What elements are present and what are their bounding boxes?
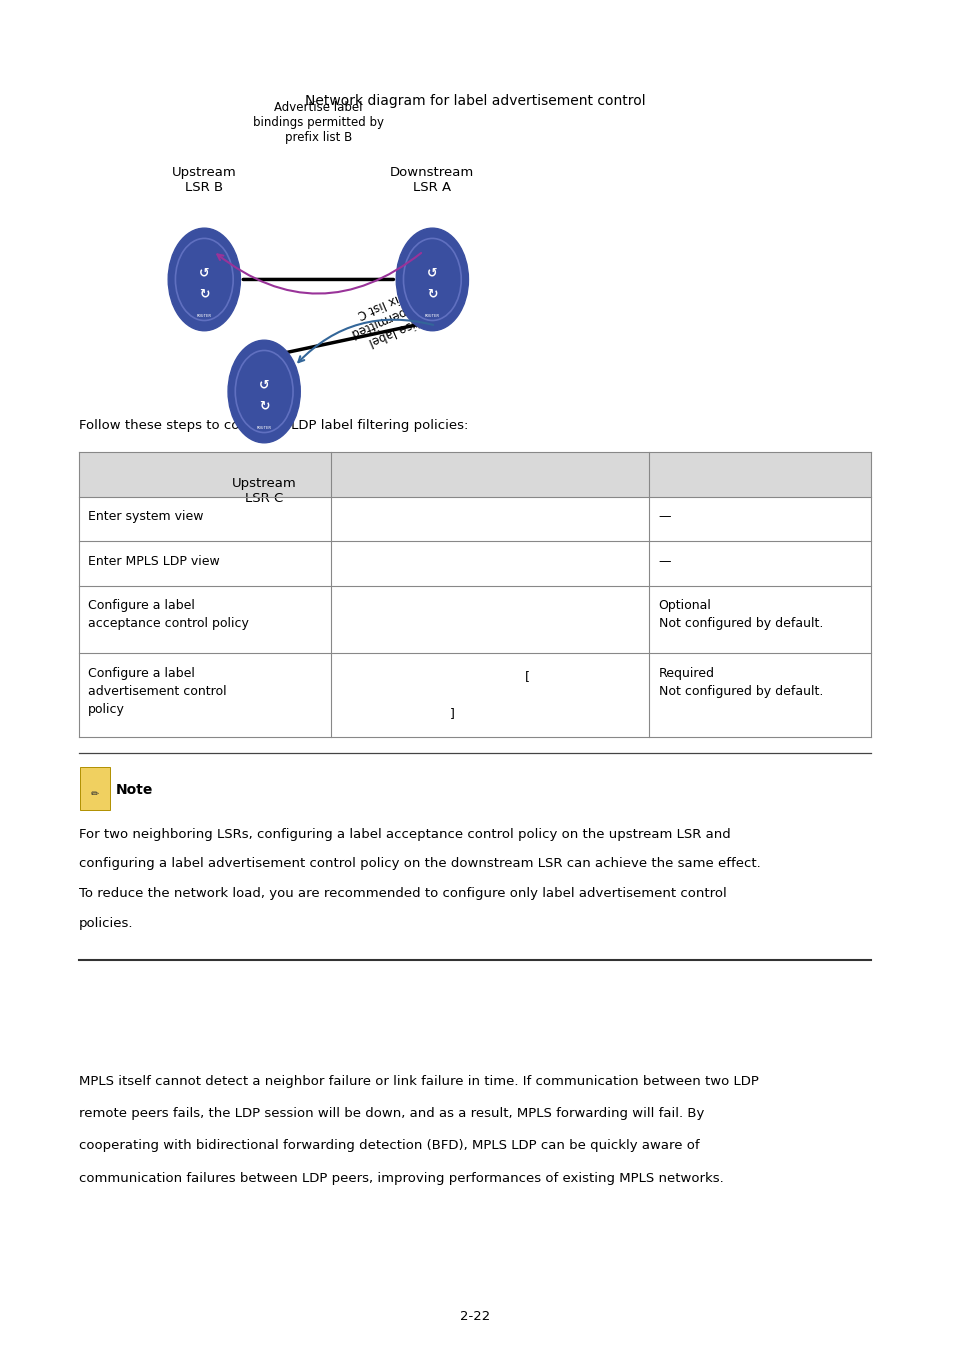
Text: Configure a label
acceptance control policy: Configure a label acceptance control pol… bbox=[89, 599, 249, 630]
Text: Note: Note bbox=[116, 783, 153, 796]
Text: Follow these steps to configure LDP label filtering policies:: Follow these steps to configure LDP labe… bbox=[79, 418, 468, 432]
Text: ✏: ✏ bbox=[91, 788, 99, 799]
Text: remote peers fails, the LDP session will be down, and as a result, MPLS forwardi: remote peers fails, the LDP session will… bbox=[79, 1107, 703, 1120]
Circle shape bbox=[395, 228, 468, 331]
Text: ↻: ↻ bbox=[427, 288, 437, 300]
Text: Enter MPLS LDP view: Enter MPLS LDP view bbox=[89, 555, 220, 568]
Text: ↺: ↺ bbox=[258, 379, 269, 391]
Text: To reduce the network load, you are recommended to configure only label advertis: To reduce the network load, you are reco… bbox=[79, 887, 726, 900]
Text: ROUTER: ROUTER bbox=[196, 315, 212, 319]
Text: Downstream
LSR A: Downstream LSR A bbox=[390, 166, 474, 194]
Text: 2-22: 2-22 bbox=[459, 1310, 490, 1323]
Text: ↻: ↻ bbox=[199, 288, 210, 300]
Text: Upstream
LSR B: Upstream LSR B bbox=[172, 166, 236, 194]
Text: ROUTER: ROUTER bbox=[424, 315, 439, 319]
Circle shape bbox=[168, 228, 240, 331]
Circle shape bbox=[228, 340, 300, 443]
Text: For two neighboring LSRs, configuring a label acceptance control policy on the u: For two neighboring LSRs, configuring a … bbox=[79, 828, 730, 841]
Text: MPLS itself cannot detect a neighbor failure or link failure in time. If communi: MPLS itself cannot detect a neighbor fai… bbox=[79, 1075, 758, 1088]
Text: ↻: ↻ bbox=[258, 400, 269, 412]
Text: cooperating with bidirectional forwarding detection (BFD), MPLS LDP can be quick: cooperating with bidirectional forwardin… bbox=[79, 1139, 699, 1153]
FancyBboxPatch shape bbox=[79, 452, 870, 497]
FancyBboxPatch shape bbox=[80, 767, 111, 810]
Text: configuring a label advertisement control policy on the downstream LSR can achie: configuring a label advertisement contro… bbox=[79, 857, 760, 871]
Text: Enter system view: Enter system view bbox=[89, 510, 204, 524]
Text: ↺: ↺ bbox=[427, 267, 437, 279]
Text: ]: ] bbox=[449, 707, 454, 720]
Text: policies.: policies. bbox=[79, 917, 133, 930]
Text: Optional
Not configured by default.: Optional Not configured by default. bbox=[658, 599, 822, 630]
Text: —: — bbox=[658, 510, 670, 524]
Text: Advertise label
bindings permitted by
prefix list B: Advertise label bindings permitted by pr… bbox=[253, 101, 383, 144]
Text: Required
Not configured by default.: Required Not configured by default. bbox=[658, 667, 822, 698]
Text: ↺: ↺ bbox=[199, 267, 210, 279]
Text: ROUTER: ROUTER bbox=[256, 427, 272, 431]
Text: communication failures between LDP peers, improving performances of existing MPL: communication failures between LDP peers… bbox=[79, 1172, 723, 1185]
Text: —: — bbox=[658, 555, 670, 568]
Text: Configure a label
advertisement control
policy: Configure a label advertisement control … bbox=[89, 667, 227, 716]
Text: Upstream
LSR C: Upstream LSR C bbox=[232, 477, 296, 505]
Text: Advertise label
bindings permitted
by prefix list C: Advertise label bindings permitted by pr… bbox=[343, 269, 463, 354]
Text: [: [ bbox=[525, 671, 530, 683]
Text: Network diagram for label advertisement control: Network diagram for label advertisement … bbox=[305, 95, 645, 108]
